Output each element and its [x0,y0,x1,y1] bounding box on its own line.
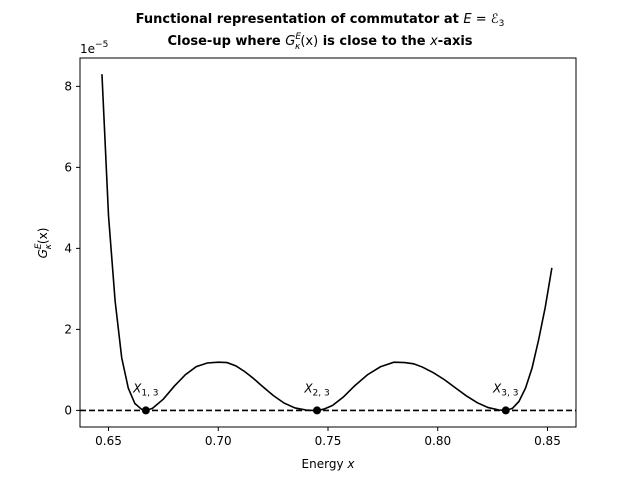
y-ticks: 0 2 4 6 8 [64,79,80,417]
x-tick-label: 0.65 [95,434,122,448]
x-ticks: 0.65 0.70 0.75 0.80 0.85 [95,427,561,448]
plot-area: X1, 3 X2, 3 X3, 3 [80,74,576,415]
root-label-2: X2, 3 [303,381,329,398]
y-offset-label: 1e−5 [80,40,108,56]
root-point-1 [141,406,150,415]
x-tick-label: 0.75 [315,434,342,448]
root-label-3: X3, 3 [492,381,518,398]
x-tick-label: 0.70 [205,434,232,448]
root-label-1: X1, 3 [132,381,158,398]
y-axis-label: GEκ(x) [34,228,54,259]
x-tick-label: 0.80 [424,434,451,448]
y-tick-label: 8 [64,79,72,93]
x-tick-label: 0.85 [534,434,561,448]
y-tick-label: 2 [64,322,72,336]
x-axis-label: Energy x [302,457,356,471]
y-tick-label: 0 [64,403,72,417]
y-tick-label: 4 [64,241,72,255]
chart-title-line2: Close-up where GE κ(x) is close to the x-… [167,32,472,52]
root-point-2 [313,406,322,415]
chart-title-line1: Functional representation of commutator … [136,12,505,29]
y-tick-label: 6 [64,160,72,174]
root-point-3 [501,406,510,415]
